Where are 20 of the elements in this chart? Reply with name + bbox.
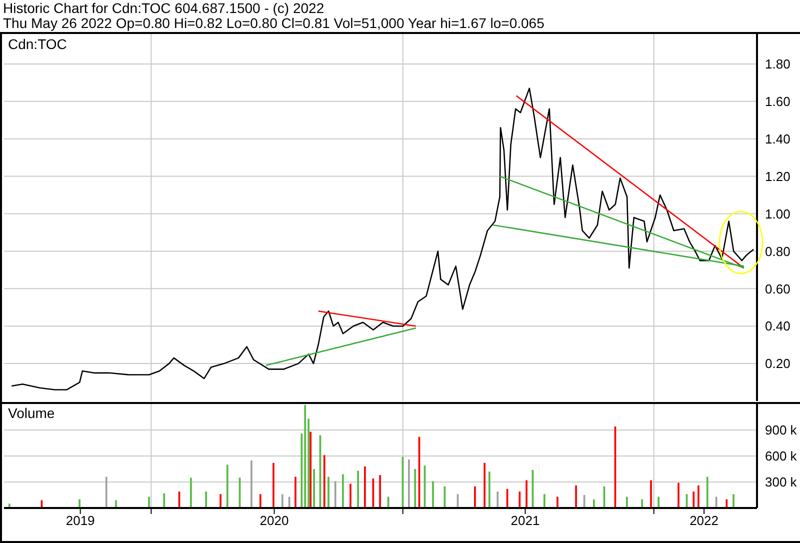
y-tick-label: 1.20	[765, 168, 790, 184]
y-tick-label: 0.60	[765, 281, 790, 296]
y-tick-label: 900 k	[765, 422, 798, 438]
y-tick-label: 0.40	[765, 318, 790, 334]
chart-subtitle: Thu May 26 2022 Op=0.80 Hi=0.82 Lo=0.80 Cl=0.81 Vol=51,000 Year hi=1.67 lo=0.065	[3, 15, 544, 31]
y-tick-label: 1.80	[765, 56, 790, 72]
x-tick-label: 2019	[66, 513, 95, 528]
y-tick-label: 0.20	[765, 356, 790, 372]
y-axis-title: Volume	[8, 405, 55, 421]
y-tick-label: 0.80	[765, 244, 790, 259]
x-tick-label: 2021	[510, 513, 540, 528]
annotation: Cdn:TOC	[8, 36, 67, 52]
y-tick-label: 1.00	[765, 206, 790, 222]
y-tick-label: 300 k	[765, 474, 798, 490]
y-tick-label: 600 k	[765, 448, 798, 464]
x-tick-label: 2020	[260, 513, 289, 528]
y-tick-label: 1.40	[765, 131, 790, 146]
y-tick-label: 1.60	[765, 94, 790, 110]
x-tick-label: 2022	[690, 513, 719, 528]
chart-title: Historic Chart for Cdn:TOC 604.687.1500 - (c) 2022	[3, 0, 324, 16]
